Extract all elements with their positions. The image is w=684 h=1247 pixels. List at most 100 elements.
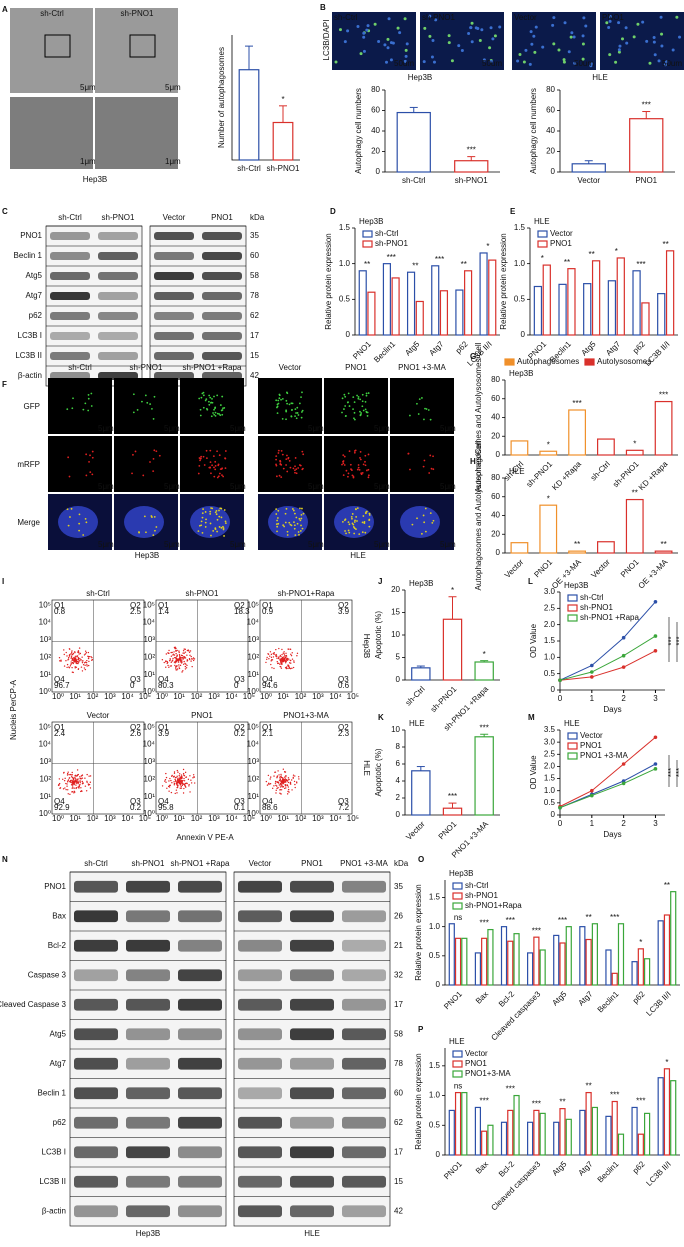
significance: *** — [532, 1100, 541, 1109]
y-tick-label: 1.0 — [544, 786, 556, 795]
event — [280, 773, 282, 776]
column-label: sh-PNO1 — [130, 363, 163, 372]
puncta — [214, 464, 217, 467]
puncta — [204, 399, 207, 402]
bar — [461, 937, 468, 986]
puncta — [347, 401, 349, 404]
puncta — [292, 509, 295, 512]
y-tick-label: 1.5 — [544, 636, 556, 645]
puncta — [214, 511, 217, 514]
event — [280, 781, 283, 783]
puncta — [284, 512, 287, 515]
significance: *** — [479, 919, 488, 928]
legend-swatch — [584, 358, 595, 366]
event — [269, 651, 272, 653]
puncta — [275, 458, 277, 461]
puncta — [286, 454, 288, 457]
bar — [272, 121, 294, 161]
puncta — [289, 466, 292, 469]
y-axis-label: Apoptotic (%) — [374, 611, 383, 659]
y-tick-label: 0 — [436, 1150, 441, 1159]
event — [68, 656, 70, 659]
puncta — [210, 534, 212, 537]
event — [62, 788, 65, 790]
event — [276, 781, 279, 783]
band — [98, 272, 138, 280]
event — [181, 654, 184, 657]
band — [342, 910, 386, 923]
event — [279, 786, 282, 788]
cell-dot — [346, 29, 350, 33]
event — [274, 782, 277, 784]
bar — [238, 69, 260, 161]
scale-label: 50um — [662, 59, 682, 68]
puncta — [158, 454, 161, 457]
puncta — [352, 475, 355, 478]
legend-label: Autophagosomes — [517, 357, 579, 366]
cell-dot — [362, 35, 366, 39]
y-tick-label: 20 — [491, 529, 500, 538]
kda-header: kDa — [250, 213, 265, 222]
puncta — [342, 462, 345, 465]
event — [294, 775, 296, 777]
puncta — [358, 533, 361, 536]
cell-dot — [562, 58, 566, 62]
event — [177, 785, 179, 787]
bar — [500, 926, 508, 986]
scale-label: 5μm — [98, 482, 114, 491]
event — [71, 657, 74, 660]
puncta — [134, 450, 137, 453]
cell-dot — [678, 35, 682, 39]
quadrant-name: Q2 — [130, 601, 141, 610]
legend-label: Vector — [580, 731, 603, 740]
puncta — [422, 514, 425, 517]
bar — [663, 914, 671, 986]
puncta — [368, 519, 371, 522]
protein-label: PNO1 — [44, 882, 66, 891]
confocal-image — [390, 436, 454, 492]
quadrant-name: Q2 — [338, 601, 349, 610]
event — [168, 784, 171, 787]
point — [590, 670, 594, 674]
band — [126, 910, 170, 923]
column-label: sh-PNO1 +Rapa — [183, 363, 242, 372]
event — [170, 791, 173, 794]
cell-dot — [434, 18, 438, 22]
event — [188, 651, 191, 654]
bar — [611, 972, 618, 986]
legend-label: sh-PNO1+Rapa — [465, 901, 522, 910]
y-tick-label: 0.5 — [544, 669, 556, 678]
cell-dot — [675, 15, 679, 19]
bar — [527, 1121, 534, 1156]
significance: *** — [448, 792, 457, 801]
puncta — [429, 418, 432, 421]
puncta — [91, 450, 94, 453]
quadrant-name: Q4 — [262, 675, 273, 684]
bar — [567, 268, 576, 336]
bar — [568, 409, 586, 456]
cell-dot — [569, 35, 573, 39]
puncta — [348, 450, 351, 453]
puncta — [277, 449, 280, 452]
event — [70, 776, 73, 778]
confocal-image — [324, 378, 388, 434]
puncta — [432, 455, 434, 458]
event — [75, 666, 78, 668]
puncta — [213, 408, 215, 411]
event — [281, 777, 284, 779]
puncta — [302, 512, 305, 515]
em-image — [10, 8, 93, 93]
puncta — [276, 412, 279, 415]
x-tick-label: Bcl-2 — [497, 989, 517, 1009]
stain-label: LC3B/DAPI — [322, 20, 331, 61]
event — [175, 669, 177, 671]
band — [98, 252, 138, 260]
band — [238, 1146, 282, 1159]
event — [185, 786, 187, 788]
event — [172, 653, 175, 655]
confocal-image — [390, 378, 454, 434]
event — [168, 666, 170, 669]
cell-dot — [516, 59, 520, 63]
event — [270, 653, 273, 656]
cell-dot — [447, 41, 451, 45]
